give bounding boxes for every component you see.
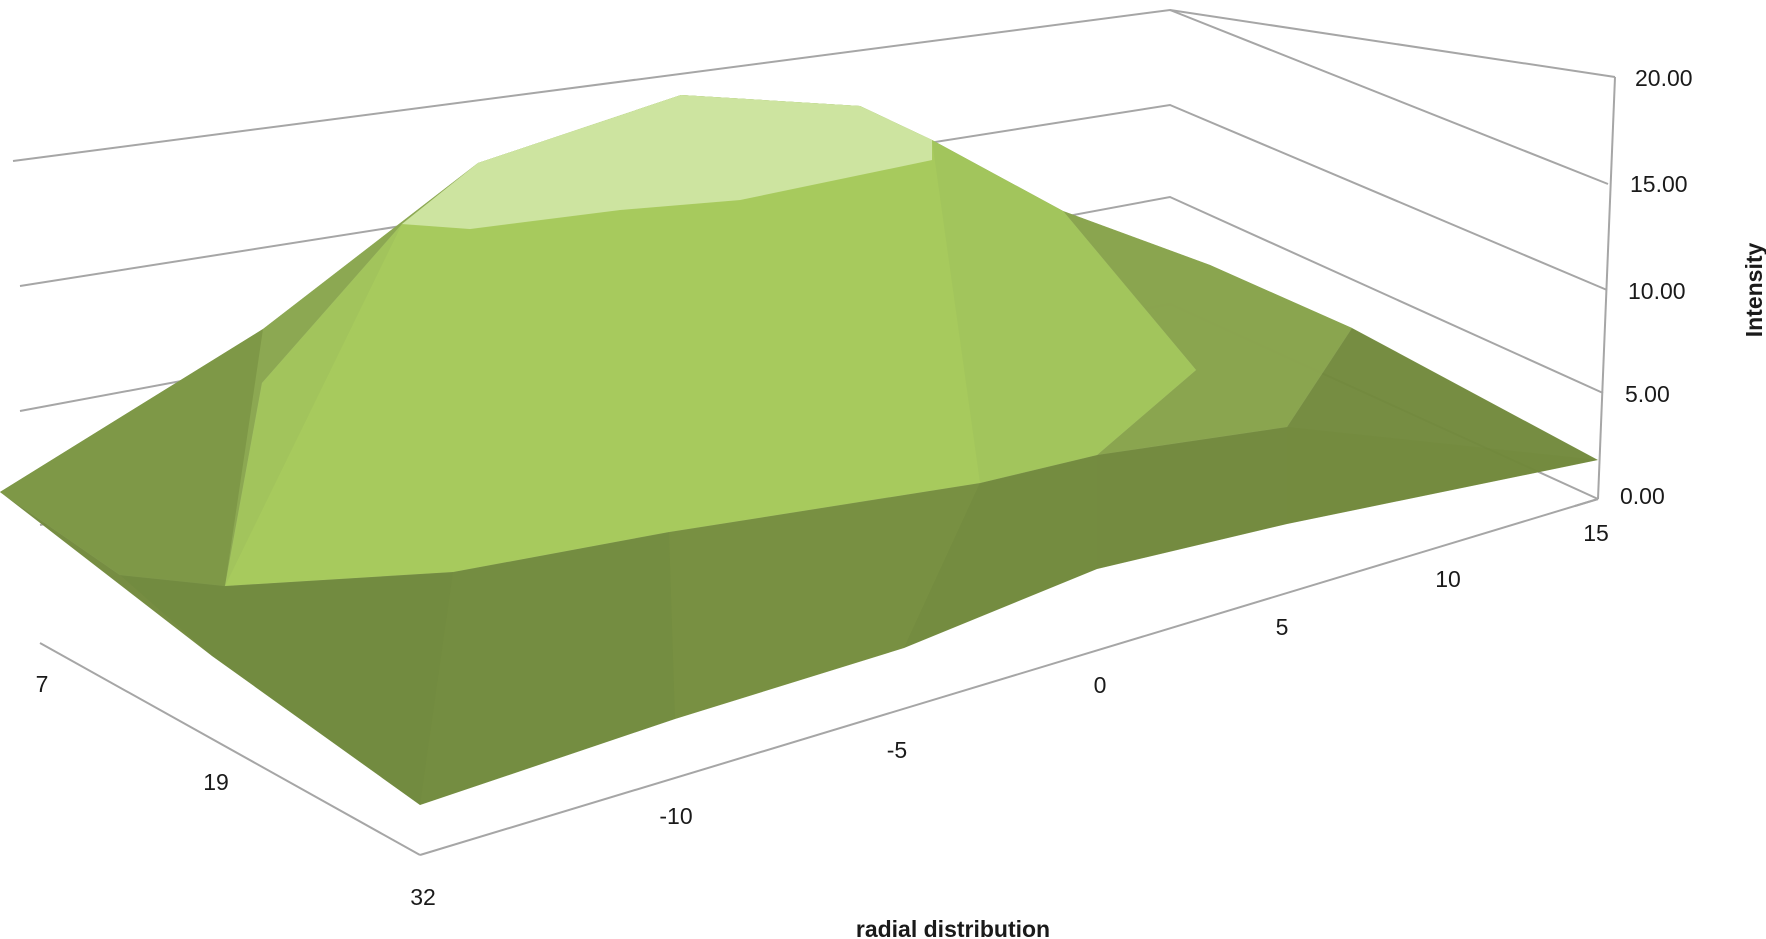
gridline-z-20 [1169, 9, 1616, 78]
surface-facet-1 [420, 532, 675, 805]
surface [0, 94, 1599, 806]
back-right-vertical-axis [1597, 76, 1616, 500]
surface-facet-4 [1097, 427, 1287, 569]
floor-axes [39, 498, 1599, 856]
x-tick-label-3: 5 [1276, 614, 1289, 640]
surface-facet-5 [1287, 427, 1598, 524]
y-tick-label-1: 19 [203, 769, 229, 795]
tick-x-15 [1574, 498, 1599, 507]
z-tick-label-1: 5.00 [1625, 381, 1670, 407]
z-tick-label-3: 15.00 [1630, 171, 1688, 197]
x-tick-label-1: -5 [887, 737, 907, 763]
z-tick-label-2: 10.00 [1628, 278, 1686, 304]
axis-labels: 0.00 5.00 10.00 15.00 20.00 Intensity -1… [36, 65, 1766, 939]
surface-facet-3 [904, 455, 1097, 648]
floor-front-edge [419, 498, 1599, 856]
x-tick-label-2: 0 [1094, 672, 1107, 698]
surface-facet-2 [669, 483, 980, 719]
surface-facet-7 [932, 140, 1196, 483]
z-tick-label-0: 0.00 [1620, 483, 1665, 509]
x-tick-label-5: 15 [1583, 520, 1609, 546]
y-tick-label-0: 7 [36, 671, 49, 697]
surface-facet-0 [0, 329, 453, 805]
y-tick-label-2: 32 [410, 884, 436, 910]
z-axis-title: Intensity [1741, 243, 1766, 338]
x-tick-label-0: -10 [659, 803, 692, 829]
surface-band-15-20 [401, 94, 933, 230]
surface-facet-6 [225, 163, 478, 586]
floor-left-edge [39, 642, 421, 856]
x-axis-title: radial distribution [856, 916, 1050, 939]
x-tick-label-4: 10 [1435, 566, 1461, 592]
z-tick-label-4: 20.00 [1635, 65, 1693, 91]
